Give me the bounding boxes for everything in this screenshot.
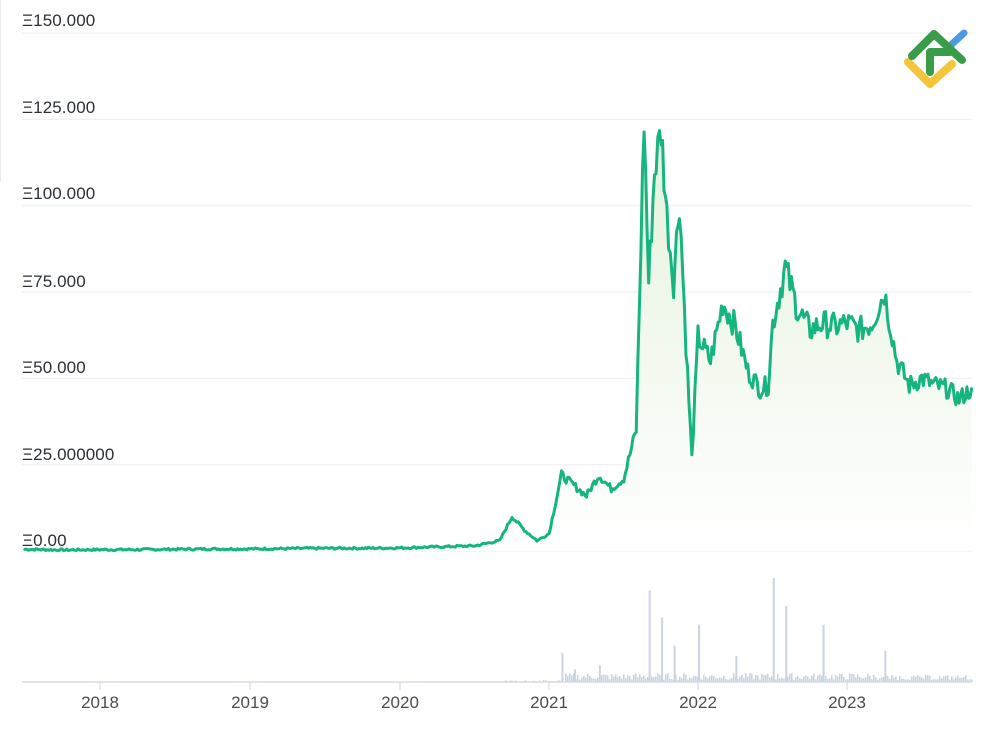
x-axis-ticks: [99, 682, 848, 690]
volume-bar: [772, 578, 775, 682]
y-tick-label-100: Ξ100.000: [22, 184, 96, 203]
x-tick-label-2021: 2021: [530, 693, 568, 712]
price-line[interactable]: [23, 129, 974, 553]
x-tick-label-2020: 2020: [381, 693, 419, 712]
volume-bar: [648, 590, 651, 682]
y-tick-label-75: Ξ75.000: [22, 272, 86, 291]
volume-bar: [598, 665, 601, 682]
y-tick-label-25: Ξ25.000000: [22, 445, 115, 464]
x-tick-label-2018: 2018: [81, 693, 119, 712]
price-area-fill: [23, 130, 972, 551]
y-tick-label-50: Ξ50.000: [22, 358, 86, 377]
volume-bar: [884, 650, 887, 682]
volume-bar: [573, 669, 576, 682]
x-tick-label-2023: 2023: [828, 693, 866, 712]
panel-edge: [0, 0, 1, 182]
volume-bar: [698, 624, 700, 682]
y-tick-label-150: Ξ150.000: [22, 11, 96, 30]
volume-bar: [785, 606, 788, 682]
y-tick-label-0: Ξ0.00: [22, 531, 67, 550]
volume-bar: [735, 656, 738, 682]
y-tick-label-125: Ξ125.000: [22, 98, 96, 117]
x-tick-label-2019: 2019: [231, 693, 269, 712]
volume-bar: [561, 652, 564, 682]
brand-logo-icon: [904, 29, 968, 88]
volume-bar: [822, 624, 825, 682]
volume-histogram: [505, 578, 973, 682]
volume-bar: [673, 645, 676, 682]
volume-bar: [661, 617, 664, 682]
x-tick-label-2022: 2022: [679, 693, 717, 712]
